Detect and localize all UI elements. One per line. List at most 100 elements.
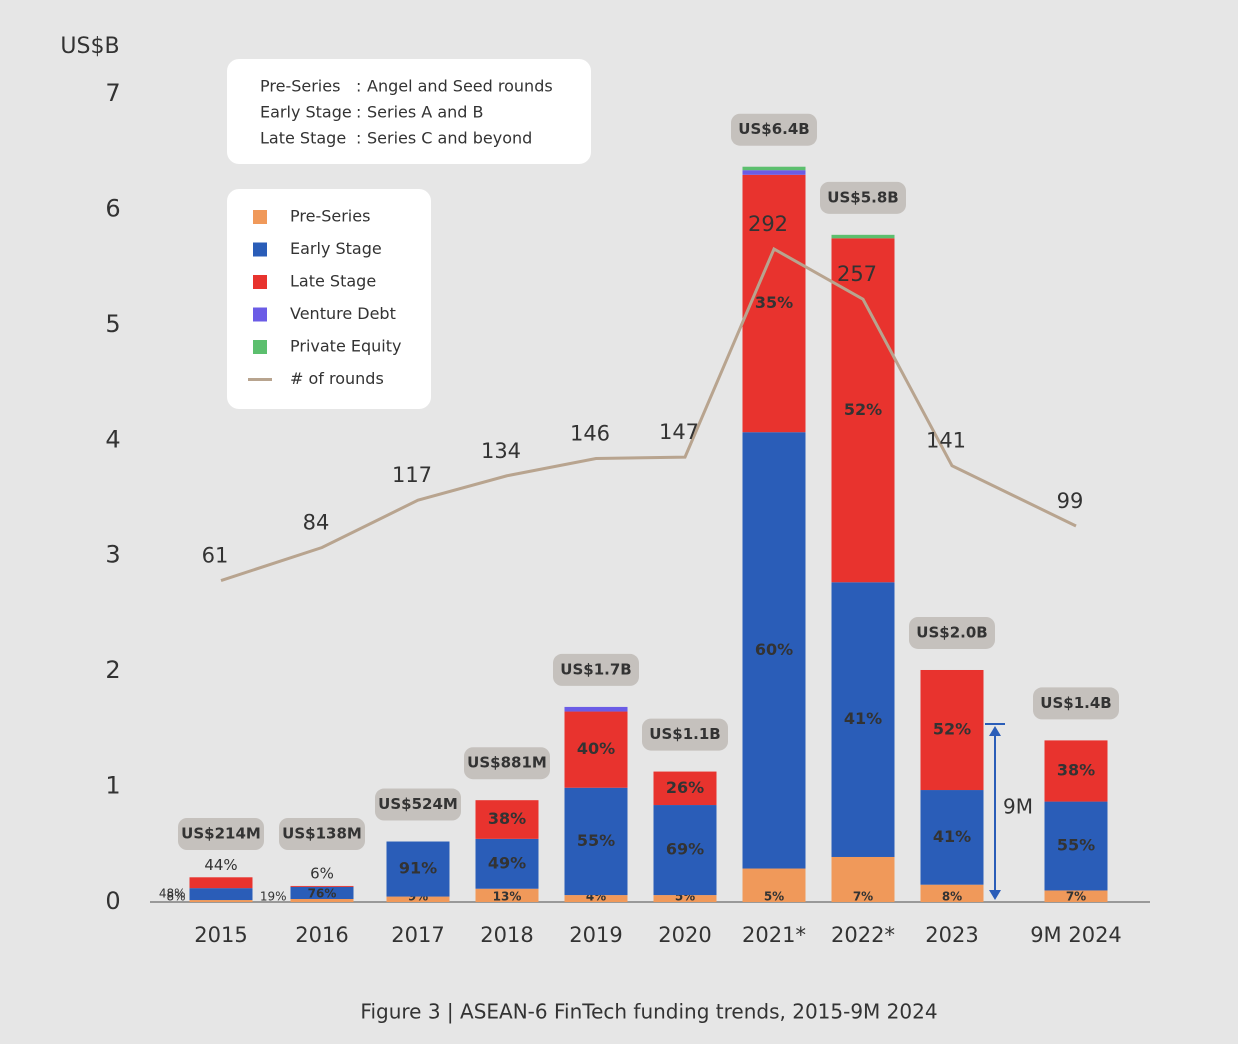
- rounds-label: 141: [926, 429, 966, 453]
- bar-segment: [831, 234, 895, 239]
- share-label: 8%: [942, 890, 962, 904]
- bar-segment: [920, 669, 984, 791]
- share-label: 41%: [844, 709, 882, 728]
- legend-label: Late Stage: [290, 272, 376, 291]
- share-label: 48%: [159, 887, 186, 901]
- total-badge: [553, 653, 639, 686]
- share-label: 19%: [260, 890, 287, 904]
- bar-segment: [189, 900, 253, 902]
- total-badge: [464, 747, 550, 780]
- bar-segment: [742, 174, 806, 433]
- bar-segment: [742, 432, 806, 869]
- share-label: 35%: [755, 293, 793, 312]
- share-label: 60%: [755, 640, 793, 659]
- annotation: 9M: [1003, 795, 1033, 819]
- total-label: US$524M: [378, 795, 458, 813]
- notes-box: [227, 59, 591, 164]
- bar-segment: [742, 868, 806, 902]
- bar-segment: [564, 787, 628, 896]
- x-tick-label: 2018: [480, 923, 533, 947]
- bar-segment: [1044, 740, 1108, 802]
- bar-segment: [475, 838, 539, 889]
- rounds-line: [220, 246, 1077, 582]
- share-label: 52%: [844, 400, 882, 419]
- note-colon: :: [356, 77, 361, 96]
- nine-month-marker: 9M: [985, 723, 1033, 900]
- share-label: 49%: [488, 853, 526, 872]
- x-tick-label: 2021*: [742, 923, 806, 947]
- rounds-label: 84: [303, 511, 330, 535]
- legend-swatch: [253, 242, 267, 257]
- bar-segment: [290, 885, 354, 887]
- rounds-label: 61: [202, 544, 229, 568]
- note-term: Late Stage: [260, 129, 346, 148]
- share-label: 38%: [488, 809, 526, 828]
- total-badge: [820, 181, 906, 214]
- bar-segment: [831, 856, 895, 902]
- share-label: 5%: [764, 890, 784, 904]
- x-tick-label: 2016: [295, 923, 348, 947]
- y-tick-label: 6: [105, 194, 120, 222]
- rounds-label: 134: [481, 439, 521, 463]
- x-tick-label: 2022*: [831, 923, 895, 947]
- bar-segment: [475, 800, 539, 839]
- note-definition: Series C and beyond: [367, 129, 532, 148]
- x-tick-label: 2020: [658, 923, 711, 947]
- legend-label: Early Stage: [290, 239, 382, 258]
- legend-swatch: [253, 275, 267, 289]
- bar-segment: [653, 771, 717, 806]
- legend-swatch: [253, 307, 267, 322]
- y-tick-label: 7: [105, 79, 120, 107]
- total-badge: [642, 718, 728, 751]
- share-label: 41%: [933, 827, 971, 846]
- caption: Figure 3 | ASEAN-6 FinTech funding trend…: [360, 1000, 937, 1024]
- share-label: 26%: [666, 778, 704, 797]
- bar-segment: [1044, 801, 1108, 891]
- note-definition: Angel and Seed rounds: [367, 77, 553, 96]
- bar-segment: [564, 706, 628, 712]
- y-tick-label: 2: [105, 656, 120, 684]
- total-label: US$1.1B: [649, 725, 720, 743]
- note-colon: :: [356, 129, 361, 148]
- share-label: 44%: [204, 856, 237, 874]
- y-tick-label: 3: [105, 541, 120, 569]
- bar-segment: [290, 898, 354, 902]
- bar-segment: [742, 166, 806, 171]
- share-label: 69%: [666, 840, 704, 859]
- y-tick-label: 4: [105, 425, 120, 453]
- bar-segment: [653, 895, 717, 902]
- x-tick-label: 9M 2024: [1030, 923, 1122, 947]
- share-label: 91%: [399, 859, 437, 878]
- legend-box: [227, 189, 431, 409]
- bar-segment: [189, 888, 253, 901]
- share-label: 40%: [577, 739, 615, 758]
- total-label: US$2.0B: [916, 623, 987, 641]
- y-tick-label: 0: [105, 887, 120, 915]
- rounds-label: 257: [837, 262, 877, 286]
- legend-label: Pre-Series: [290, 207, 370, 226]
- legend-label: Private Equity: [290, 337, 401, 356]
- rounds-label: 99: [1057, 489, 1084, 513]
- x-tick-label: 2023: [925, 923, 978, 947]
- total-label: US$1.7B: [560, 660, 631, 678]
- share-label: 55%: [577, 831, 615, 850]
- bar-segment: [290, 886, 354, 899]
- share-label: 6%: [310, 864, 334, 882]
- total-label: US$6.4B: [738, 120, 809, 138]
- rounds-label: 292: [748, 212, 788, 236]
- share-label: 13%: [493, 890, 522, 904]
- legend-swatch: [253, 340, 267, 354]
- legend-swatch: [253, 210, 267, 224]
- share-label: 7%: [1066, 890, 1086, 904]
- total-badge: [178, 818, 264, 850]
- y-axis-label: US$B: [60, 34, 119, 59]
- share-label: 7%: [853, 890, 873, 904]
- bar-segment: [742, 170, 806, 175]
- note-term: Pre-Series: [260, 77, 340, 96]
- total-badge: [375, 788, 461, 821]
- legend-label: # of rounds: [290, 369, 384, 388]
- rounds-label: 147: [659, 420, 699, 444]
- total-badge: [731, 113, 817, 146]
- total-label: US$214M: [181, 825, 261, 843]
